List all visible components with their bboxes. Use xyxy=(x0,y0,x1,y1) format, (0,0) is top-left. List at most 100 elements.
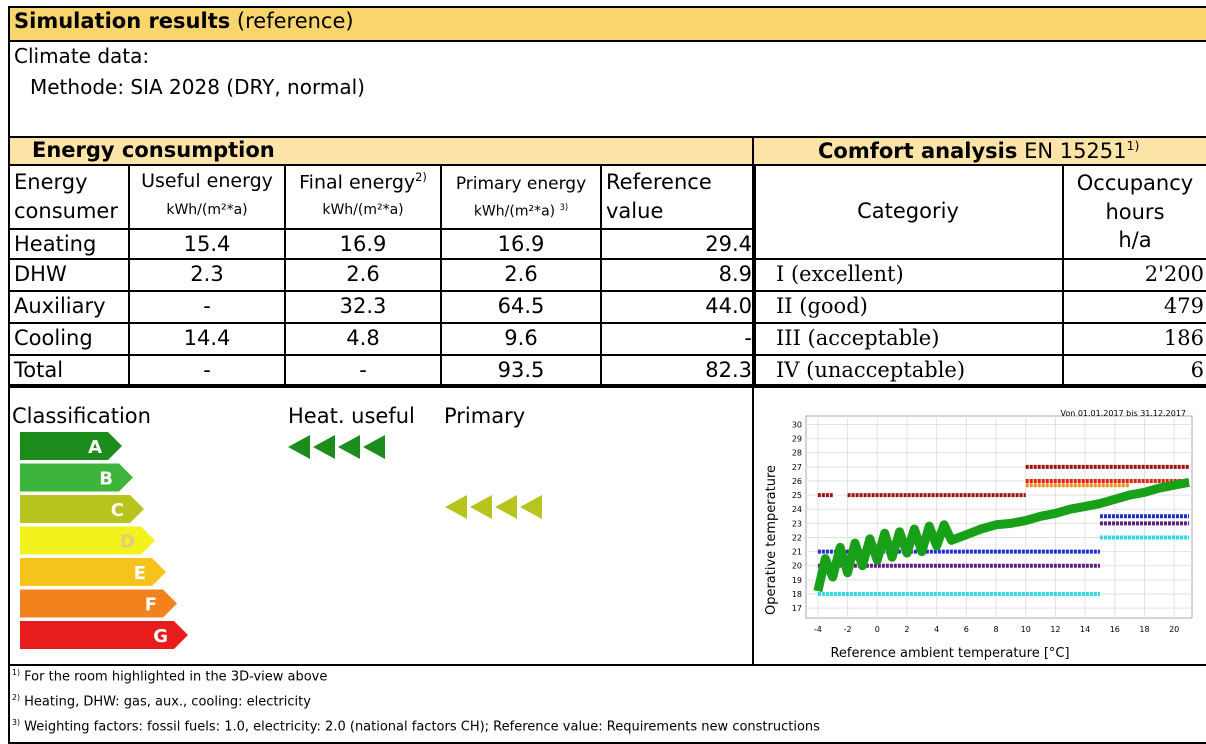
class-letter: D xyxy=(120,532,135,553)
x-tick-label: -4 xyxy=(814,625,822,634)
x-tick-label: 10 xyxy=(1021,625,1031,634)
comfort-category-header: Categoriy xyxy=(857,199,959,223)
comfort-cell-text: 2'200 xyxy=(1144,262,1204,286)
cell-text: 15.4 xyxy=(183,232,231,256)
header-label: Reference value xyxy=(606,170,712,223)
y-tick-label: 29 xyxy=(792,435,802,444)
x-tick-label: 6 xyxy=(964,625,969,634)
cell-text: 29.4 xyxy=(705,232,752,256)
cell-text: 2.3 xyxy=(190,262,224,286)
cell-text: 14.4 xyxy=(183,326,231,350)
method: Methode: SIA 2028 (DRY, normal) xyxy=(30,75,365,99)
heat-class-marker xyxy=(313,435,335,459)
comfort-cell: IV (unacceptable) xyxy=(752,354,1064,388)
footnote-mark: 1) xyxy=(12,668,21,677)
primary-class-marker xyxy=(470,495,492,519)
header-cell: Final energy2) kWh/(m²*a) xyxy=(284,164,442,230)
y-tick-label: 27 xyxy=(792,463,802,472)
cell-text: - xyxy=(744,326,752,350)
comfort-cell: 6 xyxy=(1062,354,1206,388)
y-tick-label: 24 xyxy=(792,505,802,514)
header-unit: kWh/(m²*a) xyxy=(286,202,440,218)
footnote-text: Weighting factors: fossil fuels: 1.0, el… xyxy=(24,719,820,735)
cell-text: 93.5 xyxy=(497,358,545,382)
y-tick-label: 17 xyxy=(792,604,802,613)
cell-text: Heating xyxy=(14,232,97,256)
heat-class-marker xyxy=(338,435,360,459)
header-unit-text: kWh/(m²*a) xyxy=(322,202,404,218)
comfort-cell-text: 479 xyxy=(1163,294,1204,318)
x-tick-label: 2 xyxy=(904,625,909,634)
heat-class-marker xyxy=(288,435,310,459)
title-note: (reference) xyxy=(236,9,354,33)
comfort-hours-header: Occupancy hours xyxy=(1076,171,1194,224)
class-letter: A xyxy=(88,437,102,458)
cell-text: 8.9 xyxy=(718,262,752,286)
class-arrow xyxy=(20,558,166,586)
header-cell: Useful energy kWh/(m²*a) xyxy=(128,164,286,230)
header-label: Primary energy xyxy=(442,174,600,194)
comfort-header xyxy=(752,136,1206,166)
cell-text: 32.3 xyxy=(339,294,387,318)
table-cell: 82.3 xyxy=(600,354,756,388)
comfort-cell-text: I (excellent) xyxy=(776,262,904,286)
cell-text: 4.8 xyxy=(346,326,380,350)
header-label-text: Useful energy xyxy=(141,170,273,192)
comfort-cell-text: III (acceptable) xyxy=(776,326,940,350)
climate-label: Climate data: xyxy=(14,44,150,68)
comfort-norm: EN 15251 xyxy=(1024,139,1127,163)
y-tick-label: 19 xyxy=(792,576,802,585)
title-main: Simulation results xyxy=(14,9,231,33)
primary-class-marker xyxy=(445,495,467,519)
y-tick-label: 30 xyxy=(792,420,802,429)
comfort-cell-text: IV (unacceptable) xyxy=(776,358,966,382)
chart-period: Von 01.01.2017 bis 31.12.2017 xyxy=(1060,409,1186,418)
footnote-text: For the room highlighted in the 3D-view … xyxy=(24,669,328,685)
x-tick-label: 14 xyxy=(1080,625,1090,634)
table-cell: 93.5 xyxy=(440,354,602,388)
primary-class-marker xyxy=(495,495,517,519)
heat-label: Heat. useful xyxy=(288,404,415,428)
x-axis-label: Reference ambient temperature [°C] xyxy=(830,646,1069,661)
primary-label: Primary xyxy=(444,404,526,428)
y-axis-label: Operative temperature xyxy=(764,465,779,615)
header-label: Final energy2) xyxy=(286,170,440,193)
class-arrow xyxy=(20,621,188,649)
header-unit-text: kWh/(m²*a) xyxy=(473,203,556,220)
header-unit: kWh/(m²*a) xyxy=(130,202,284,218)
y-tick-label: 25 xyxy=(792,491,802,500)
class-arrow xyxy=(20,495,144,523)
header-label: Useful energy xyxy=(130,170,284,192)
header-label: Energy consumer xyxy=(14,170,118,223)
comfort-title: Comfort analysis EN 152511) xyxy=(818,138,1139,163)
comfort-unit-header: h/a xyxy=(1118,228,1152,252)
comfort-cell-text: 186 xyxy=(1163,326,1204,350)
class-arrow xyxy=(20,589,177,618)
y-tick-label: 22 xyxy=(792,533,802,542)
cell-text: 9.6 xyxy=(504,326,538,350)
primary-class-marker xyxy=(520,495,542,519)
comfort-title-main: Comfort analysis xyxy=(818,139,1018,163)
x-tick-label: -2 xyxy=(844,625,852,634)
cell-text: 16.9 xyxy=(339,232,387,256)
cell-text: - xyxy=(203,294,211,318)
footnote: 1) For the room highlighted in the 3D-vi… xyxy=(12,668,327,684)
cell-text: Auxiliary xyxy=(14,294,106,318)
cell-text: Total xyxy=(14,358,64,382)
y-tick-label: 23 xyxy=(792,519,802,528)
class-arrow xyxy=(20,432,122,460)
x-tick-label: 16 xyxy=(1110,625,1120,634)
footnote-text: Heating, DHW: gas, aux., cooling: electr… xyxy=(24,694,311,710)
footnote-mark: 2) xyxy=(12,693,21,702)
cell-text: 2.6 xyxy=(504,262,538,286)
comfort-header-cell: Occupancy hours h/a xyxy=(1062,164,1206,260)
cell-text: 44.0 xyxy=(705,294,752,318)
y-tick-label: 21 xyxy=(792,548,802,557)
header-unit-text: kWh/(m²*a) xyxy=(166,202,248,218)
x-tick-label: 0 xyxy=(875,625,880,634)
cell-text: 2.6 xyxy=(346,262,380,286)
class-letter: B xyxy=(99,469,113,490)
header-cell: Reference value xyxy=(600,164,756,230)
y-tick-label: 26 xyxy=(792,477,802,486)
